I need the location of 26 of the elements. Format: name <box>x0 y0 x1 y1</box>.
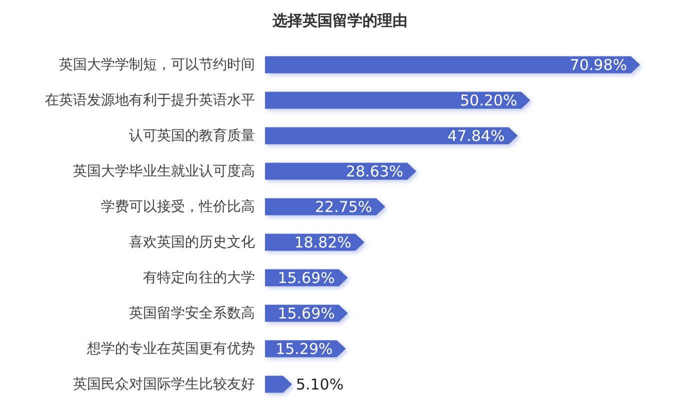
data-label: 50.20% <box>460 91 518 110</box>
data-label: 18.82% <box>294 233 352 252</box>
y-tick-label: 英国大学毕业生就业认可度高 <box>73 163 255 180</box>
y-tick-label: 英国大学学制短，可以节约时间 <box>59 56 255 73</box>
data-label: 47.84% <box>448 126 505 145</box>
y-tick-label: 英国留学安全系数高 <box>129 305 255 322</box>
data-label: 5.10% <box>296 375 344 394</box>
bar <box>265 92 530 109</box>
data-label: 70.98% <box>570 56 627 74</box>
data-label: 15.69% <box>278 304 335 322</box>
bar <box>265 127 518 144</box>
y-tick-label: 想学的专业在英国更有优势 <box>86 340 255 357</box>
data-label: 22.75% <box>314 198 372 216</box>
y-tick-label: 学费可以接受，性价比高 <box>101 198 255 215</box>
y-tick-label: 喜欢英国的历史文化 <box>129 234 255 250</box>
chart-title: 选择英国留学的理由 <box>272 12 408 30</box>
data-label: 28.63% <box>346 162 404 180</box>
data-label: 15.69% <box>278 268 335 287</box>
bar <box>265 198 386 216</box>
y-tick-label: 认可英国的教育质量 <box>129 126 255 144</box>
y-tick-label: 有特定向往的大学 <box>143 270 255 286</box>
data-label: 15.29% <box>276 340 333 358</box>
bar <box>265 162 416 180</box>
y-tick-label: 英国民众对国际学生比较友好 <box>73 376 255 392</box>
bar <box>265 56 640 74</box>
y-tick-label: 在英语发源地有利于提升英语水平 <box>45 92 255 108</box>
